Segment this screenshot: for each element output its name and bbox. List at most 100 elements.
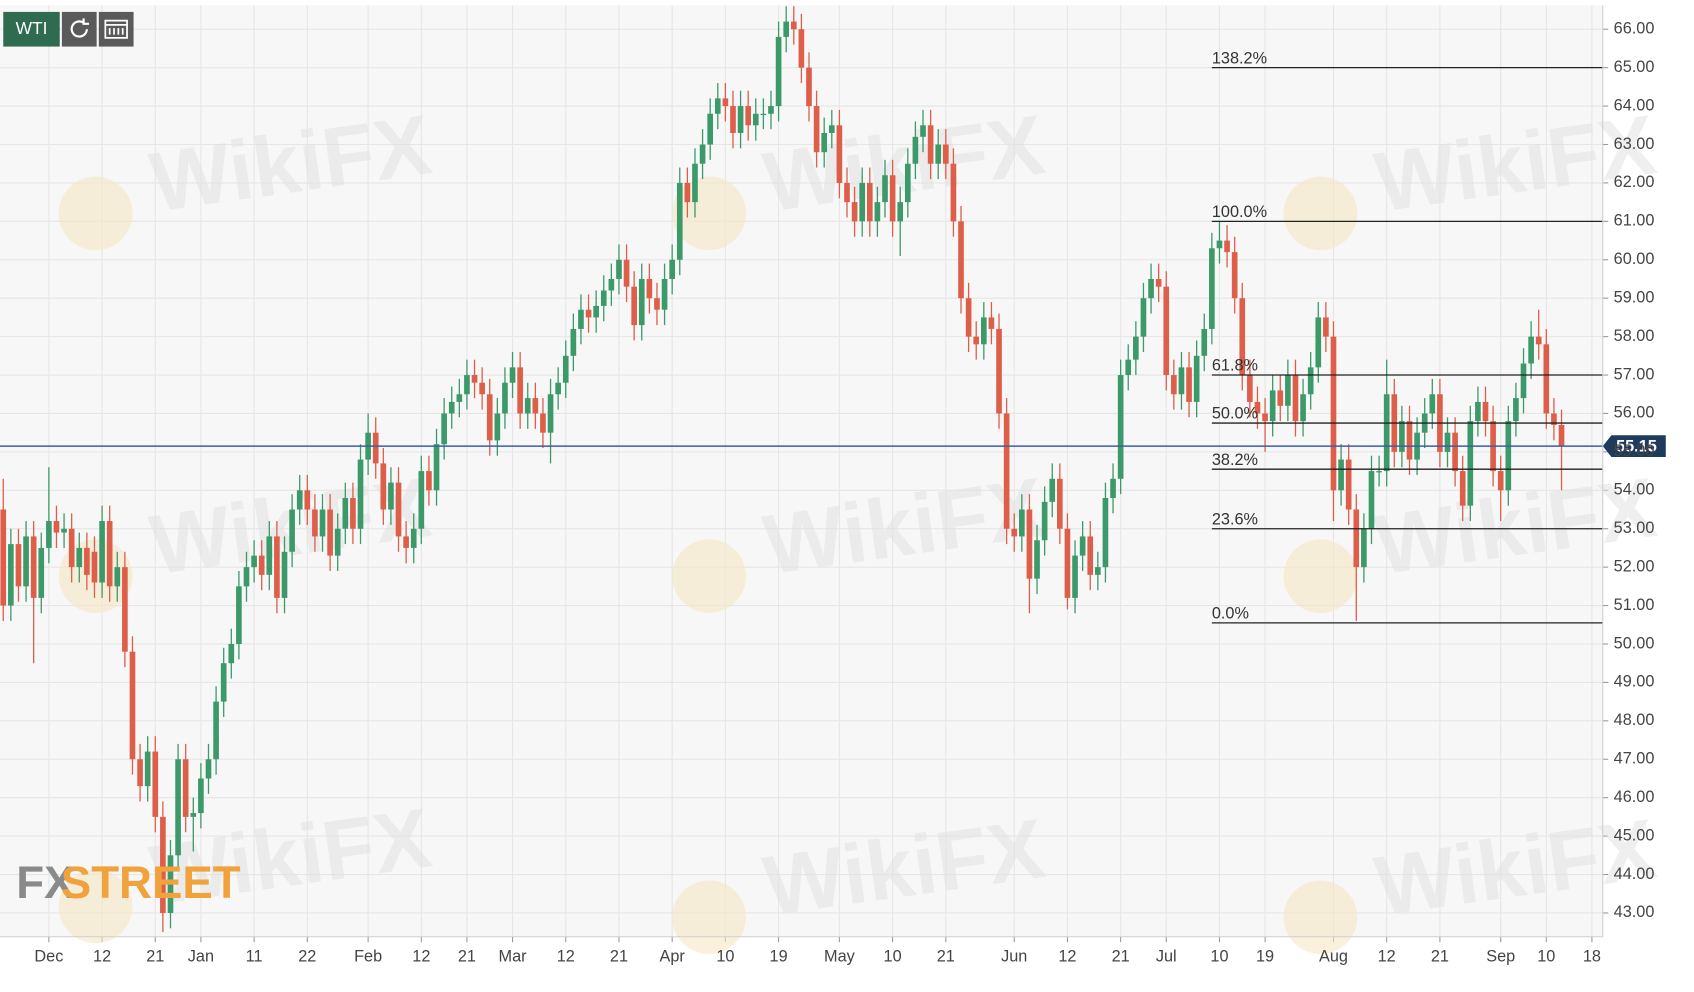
candle-body [889,175,896,222]
candle-body [965,298,972,337]
x-tick-label: 21 [937,948,955,966]
candle-body [1307,367,1314,395]
calendar-button[interactable] [98,11,134,47]
candle-body [897,202,904,222]
refresh-button[interactable] [61,11,97,47]
refresh-icon [70,18,90,38]
logo-fx: FX [16,857,74,908]
candle-body [137,759,143,787]
candle-body [220,663,227,702]
x-tick-label: 19 [770,948,788,966]
candle-body [684,182,691,203]
candle-body [380,463,387,510]
watermark-badge [58,176,133,251]
candle-body [1406,421,1413,460]
watermark-badge [58,869,133,944]
candle-body [806,67,812,107]
x-tick-label: Jul [1156,948,1177,966]
y-tick-label: 61.00 [1614,212,1655,230]
candle-body [175,759,181,856]
candle-body [1049,478,1056,502]
candle-body [258,555,265,575]
candle-body [851,202,858,222]
x-tick-label: Jun [1001,948,1027,966]
last-price-tag [1602,435,1666,457]
last-price-label: 55.15 [1616,438,1657,456]
y-tick-label: 54.00 [1614,481,1655,499]
candle-body [844,182,850,203]
candle-body [122,567,128,652]
candle-body [388,482,394,510]
x-tick-label: 21 [610,948,628,966]
candle-body [144,751,151,787]
candle-body [426,471,432,491]
candle-body [1003,413,1010,529]
candle-body [958,221,964,299]
candle-body [616,259,622,279]
candle-body [1376,471,1382,473]
candle-body [1079,536,1086,556]
candle-body [593,305,599,318]
candle-body [638,278,645,326]
candle-body [555,382,561,395]
candle-body [502,382,508,414]
candle-body [790,21,797,30]
candle-body [1551,413,1557,425]
y-tick-label: 66.00 [1614,20,1655,38]
x-tick-label: 10 [884,948,902,966]
y-tick-label: 55.00 [1614,442,1655,460]
symbol-label: WTI [16,18,48,38]
candle-body [1535,336,1542,345]
candle-body [661,278,668,310]
x-tick-label: 22 [298,948,316,966]
candle-body [1216,240,1223,249]
candle-body [920,125,926,137]
candle-body [464,375,470,395]
candle-body [1475,401,1481,422]
candle-body [274,536,280,598]
candle-body [699,144,706,164]
candle-body [654,298,660,310]
toolbar: WTI [3,11,134,47]
candle-body [973,336,980,345]
candle-body [106,521,113,587]
candle-body [1315,317,1322,368]
candle-body [289,509,295,552]
y-tick-label: 45.00 [1614,826,1655,844]
symbol-button[interactable] [3,11,60,47]
candle-body [988,317,995,329]
candle-body [1239,298,1246,376]
candle-body [935,144,942,164]
candle-body [1148,278,1154,299]
fib-label: 23.6% [1212,510,1258,528]
candle-body [357,459,364,529]
y-tick-label: 49.00 [1614,673,1655,691]
candle-body [524,398,531,414]
candle-body [182,759,189,817]
candle-body [980,317,987,345]
candle-body [296,490,303,510]
x-tick-label: Feb [354,948,382,966]
candle-body [927,125,934,164]
candle-body [1368,471,1375,529]
candle-body [76,547,83,568]
candle-body [1444,432,1451,452]
candle-body [882,175,888,203]
candle-body [1528,336,1534,364]
candle-body [281,551,288,598]
candle-body [198,778,204,814]
candle-body [1330,336,1337,491]
candle-body [334,528,341,556]
x-tick-label: 10 [716,948,734,966]
candle-body [68,528,75,568]
candle-body [372,432,379,464]
candle-body [1209,248,1215,329]
x-tick-label: Mar [499,948,528,966]
candle-body [1231,252,1238,299]
candle-body [1254,401,1261,414]
candle-body [23,536,29,587]
candle-body [1178,367,1185,395]
candle-body [585,309,592,318]
candle-body [1034,540,1040,579]
candle-body [1262,413,1268,422]
